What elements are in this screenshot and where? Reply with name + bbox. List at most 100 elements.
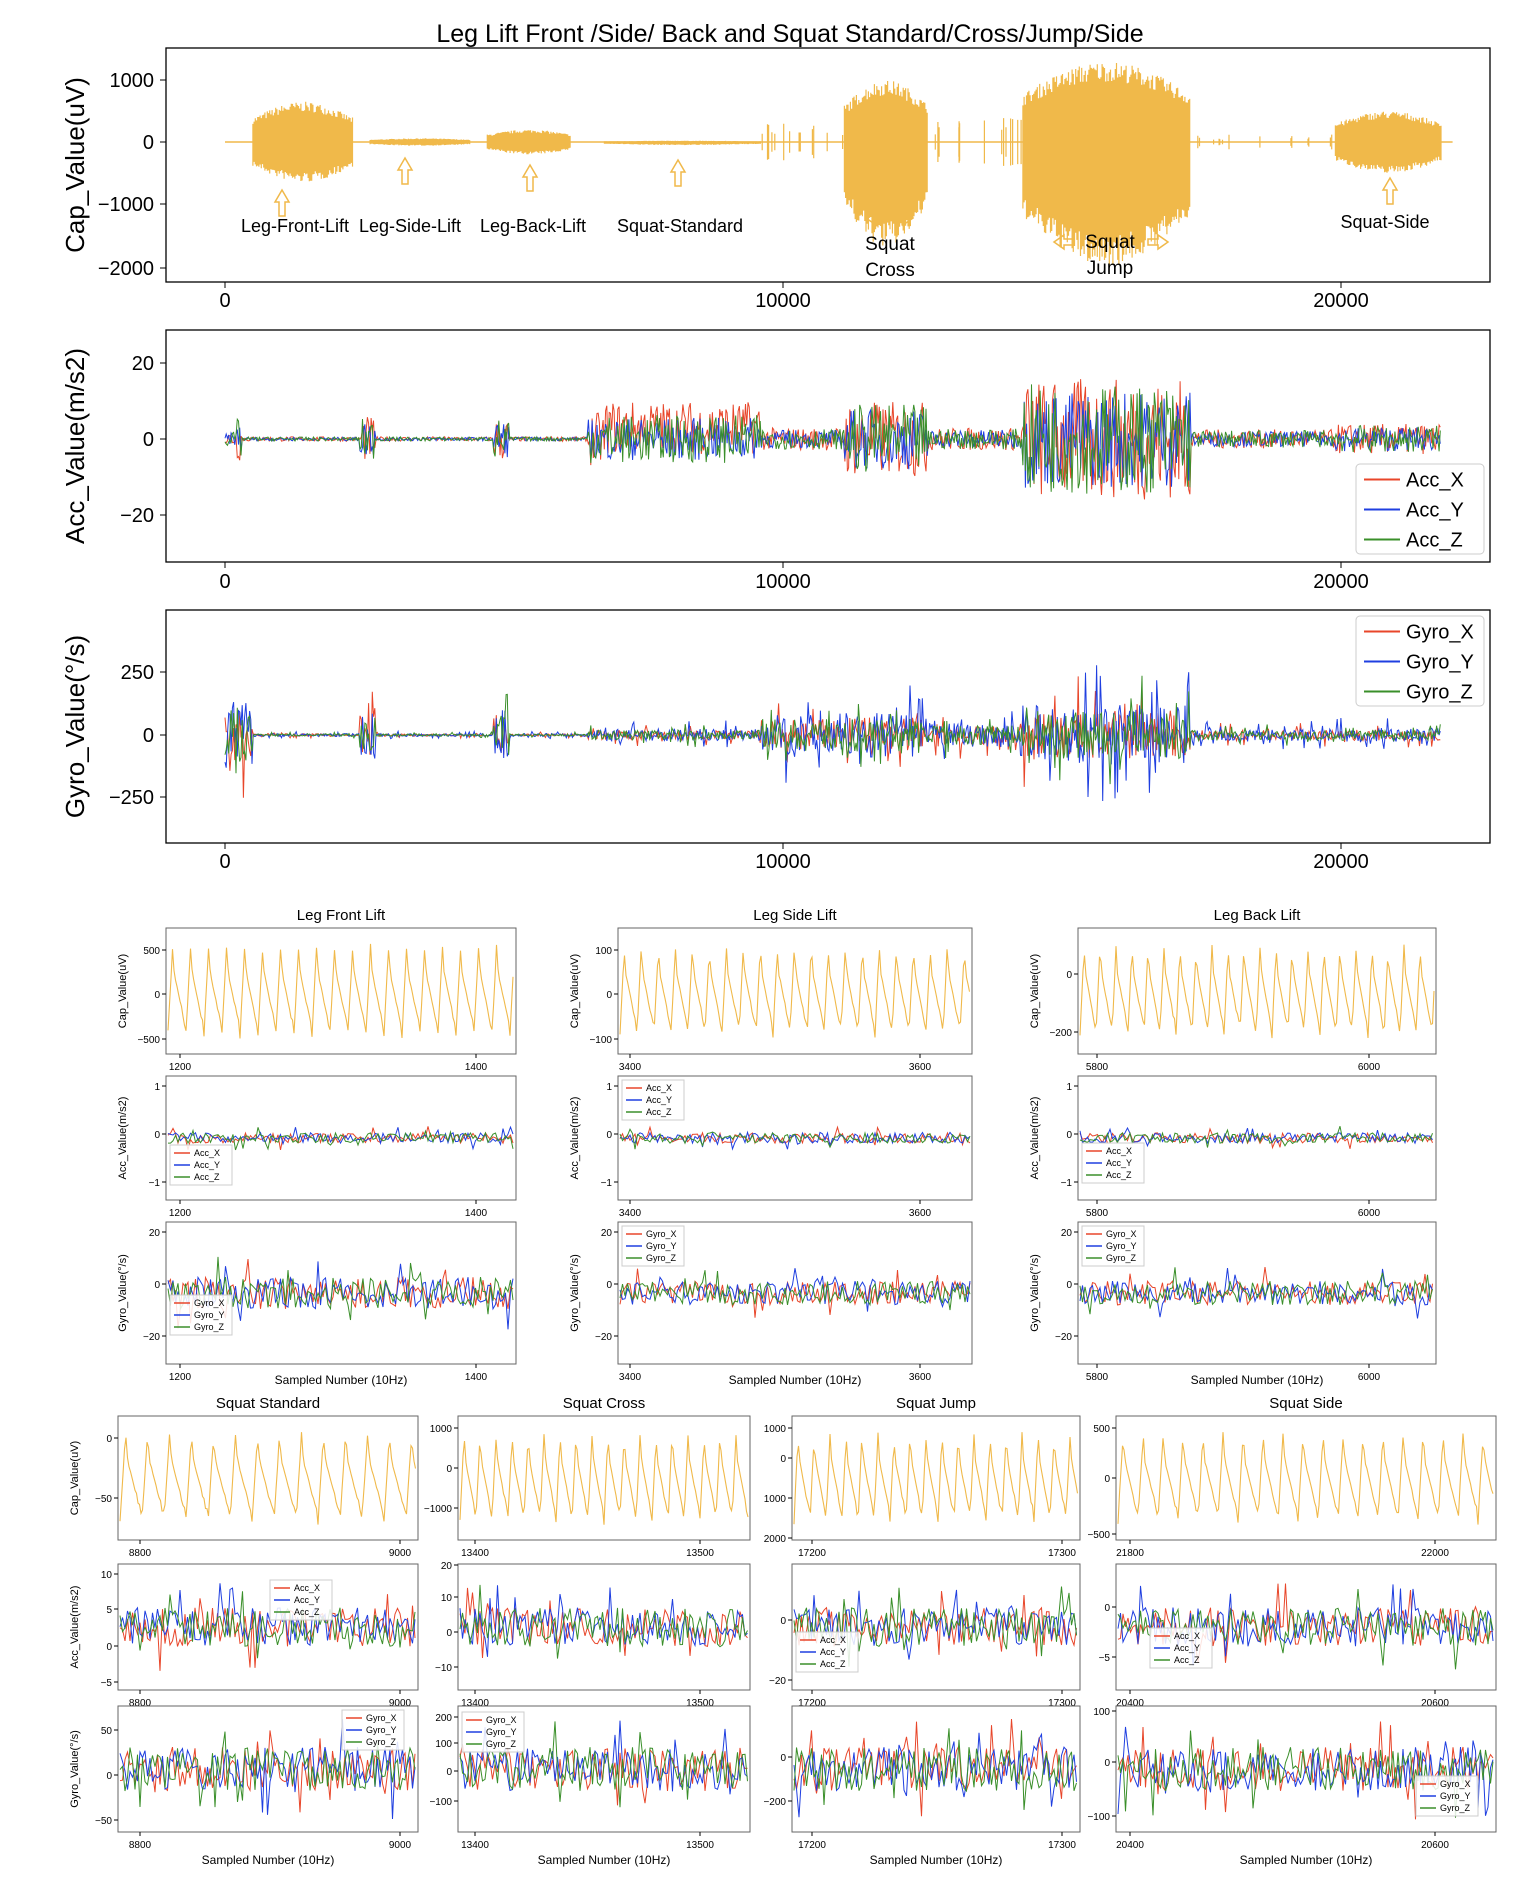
leg1-cap-ytick-label: 0: [606, 990, 612, 1001]
sq0-cap-cap-series: [119, 1432, 417, 1525]
acc-series-acc_x: [224, 379, 1441, 500]
sq1-acc-ytick-label: 0: [446, 1628, 452, 1639]
sq2-gyro-ytick-label: 0: [780, 1753, 786, 1764]
leg2-cap-ytick-label: −200: [1049, 1028, 1072, 1039]
acc-legend: [1355, 463, 1485, 555]
cap-ytick-label: −1000: [98, 194, 154, 216]
leg1-acc-frame: [617, 1075, 973, 1201]
sq2-gyro-series-acc_y: [793, 1732, 1077, 1818]
sq3-acc-legend-label: Acc_X: [1174, 1631, 1200, 1641]
sq1-acc-xtick-label: 13500: [686, 1698, 714, 1709]
gyro-legend-label: Gyro_Z: [1406, 682, 1473, 704]
sq1-acc-xtick-label: 13400: [461, 1698, 489, 1709]
annotation-arrow-icon: [669, 158, 687, 187]
figure-title: Leg Lift Front /Side/ Back and Squat Sta…: [436, 20, 1143, 48]
leg1-gyro-xtick-label: 3600: [909, 1372, 932, 1383]
squat-xlabel: Sampled Number (10Hz): [538, 1853, 671, 1867]
leg2-acc-series-acc_z: [1079, 1126, 1433, 1148]
sq0-gyro-legend-label: Gyro_X: [366, 1713, 397, 1723]
sq3-cap-xtick-label: 21800: [1116, 1548, 1144, 1559]
sq1-acc-ytick-label: −10: [435, 1663, 452, 1674]
leg1-gyro-legend-label: Gyro_Y: [646, 1241, 677, 1251]
leg0-gyro-legend-label: Gyro_Y: [194, 1310, 225, 1320]
sq2-cap-ytick-label: 0: [780, 1454, 786, 1465]
sq1-gyro-ytick-label: 100: [435, 1739, 452, 1750]
sq0-cap-ylabel: Cap_Value(uV): [69, 1441, 81, 1515]
sq2-acc-legend: Acc_X Acc_Y Acc_Z: [795, 1631, 859, 1673]
gyro-xtick-label: 10000: [755, 851, 811, 873]
cap-annotation: Squat: [865, 234, 915, 255]
acc-legend-label: Acc_Z: [1406, 530, 1463, 552]
sq0-gyro-series-acc_z: [119, 1731, 416, 1808]
sq3-gyro-ytick-label: 100: [1093, 1707, 1110, 1718]
leg-panel-title: Leg Side Lift: [753, 907, 837, 924]
leg0-gyro-ylabel: Gyro_Value(°/s): [117, 1254, 129, 1332]
leg1-cap-frame: [617, 927, 973, 1055]
cap-ytick-label: 0: [143, 132, 154, 154]
leg0-cap-cap-series: [167, 943, 514, 1039]
acc-series-acc_y: [224, 392, 1441, 488]
sq0-acc-legend-label: Acc_Z: [294, 1607, 320, 1617]
leg1-acc-legend: Acc_X Acc_Y Acc_Z: [621, 1079, 685, 1121]
sq0-gyro-legend: Gyro_X Gyro_Y Gyro_Z: [341, 1709, 405, 1751]
leg-panel-title: Leg Back Lift: [1214, 907, 1302, 924]
leg0-gyro-ytick-label: −20: [143, 1332, 160, 1343]
sq0-acc-series-acc_y: [119, 1583, 416, 1647]
sq0-acc-xtick-label: 8800: [129, 1698, 152, 1709]
sq0-acc-legend-label: Acc_Y: [294, 1595, 320, 1605]
cap-ylabel: Cap_Value(uV): [60, 77, 90, 253]
leg0-cap-xtick-label: 1200: [169, 1062, 192, 1073]
leg0-gyro-legend: Gyro_X Gyro_Y Gyro_Z: [169, 1294, 233, 1336]
leg0-cap-frame: [165, 927, 517, 1055]
sq3-acc-legend: Acc_X Acc_Y Acc_Z: [1149, 1627, 1213, 1669]
sq3-gyro-frame: [1115, 1705, 1497, 1833]
leg1-acc-xtick-label: 3600: [909, 1208, 932, 1219]
squat-panel-title: Squat Cross: [563, 1395, 646, 1412]
sq2-cap-ytick-label: 1000: [764, 1424, 787, 1435]
sq1-cap-xtick-label: 13400: [461, 1548, 489, 1559]
sq0-acc-ytick-label: 5: [106, 1605, 112, 1616]
leg1-gyro-series-acc_y: [619, 1268, 971, 1312]
sq0-acc-legend-label: Acc_X: [294, 1583, 320, 1593]
annotation-arrow-icon: [521, 163, 539, 192]
sq0-cap-xtick-label: 9000: [389, 1548, 412, 1559]
sq1-cap-ytick-label: 0: [446, 1464, 452, 1475]
sq2-acc-legend-label: Acc_Z: [820, 1659, 846, 1669]
leg2-gyro-legend-label: Gyro_Z: [1106, 1253, 1137, 1263]
leg0-acc-series-acc_z: [168, 1127, 514, 1151]
leg0-acc-ytick-label: 1: [154, 1082, 160, 1093]
leg1-cap-xtick-label: 3400: [619, 1062, 642, 1073]
leg0-gyro-frame: [165, 1221, 517, 1365]
cap-annotation: Jump: [1087, 258, 1133, 279]
leg0-acc-legend: Acc_X Acc_Y Acc_Z: [169, 1144, 233, 1186]
leg2-acc-ylabel: Acc_Value(m/s2): [1029, 1097, 1041, 1180]
leg2-cap-ylabel: Cap_Value(uV): [1029, 954, 1041, 1028]
sq2-gyro-series-acc_x: [793, 1718, 1077, 1817]
sq1-acc-series-acc_y: [459, 1585, 748, 1657]
leg1-cap-ylabel: Cap_Value(uV): [569, 954, 581, 1028]
sq2-acc-legend-label: Acc_Y: [820, 1647, 846, 1657]
squat-panel-title: Squat Standard: [216, 1395, 320, 1412]
cap-xtick-label: 20000: [1313, 290, 1369, 312]
gyro-ytick-label: 250: [121, 662, 154, 684]
sq0-cap-ytick-label: 0: [106, 1434, 112, 1445]
cap-spikes: [761, 118, 1333, 166]
leg2-cap-xtick-label: 6000: [1358, 1062, 1381, 1073]
squat-xlabel: Sampled Number (10Hz): [870, 1853, 1003, 1867]
sq1-gyro-ytick-label: −100: [429, 1797, 452, 1808]
leg0-acc-ytick-label: −1: [149, 1178, 161, 1189]
sq0-cap-ytick-label: −50: [95, 1494, 112, 1505]
gyro-legend: [1355, 615, 1485, 707]
leg2-gyro-legend: Gyro_X Gyro_Y Gyro_Z: [1081, 1225, 1145, 1267]
leg1-cap-ytick-label: 100: [595, 946, 612, 957]
leg2-gyro-ytick-label: 0: [1066, 1280, 1072, 1291]
sq3-cap-ytick-label: −500: [1087, 1530, 1110, 1541]
sq0-gyro-ytick-label: 50: [101, 1726, 113, 1737]
leg2-gyro-legend-label: Gyro_Y: [1106, 1241, 1137, 1251]
sq2-gyro-xtick-label: 17200: [798, 1840, 826, 1851]
leg1-gyro-series-acc_z: [619, 1270, 971, 1311]
leg2-acc-xtick-label: 5800: [1086, 1208, 1109, 1219]
